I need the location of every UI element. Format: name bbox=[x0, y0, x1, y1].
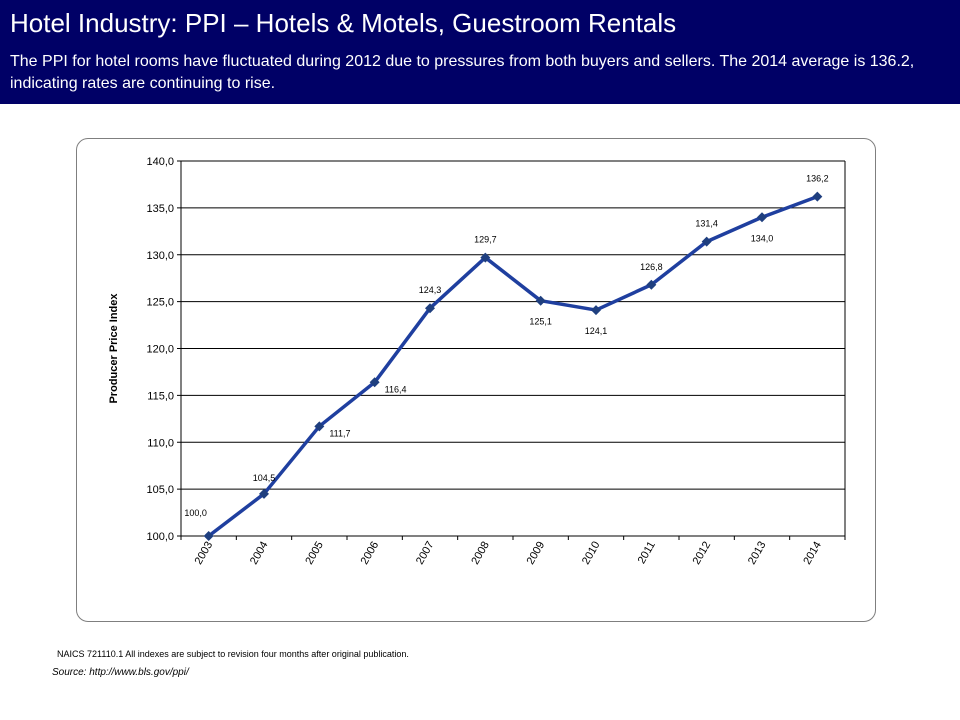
data-point-marker bbox=[591, 305, 601, 316]
data-point-marker bbox=[314, 421, 325, 432]
x-tick-label: 2008 bbox=[469, 540, 492, 567]
y-axis-label: Producer Price Index bbox=[108, 293, 120, 404]
data-label: 126,8 bbox=[640, 262, 663, 272]
y-tick-label: 115,0 bbox=[147, 390, 174, 402]
data-point-marker bbox=[480, 252, 491, 263]
data-point-marker bbox=[369, 377, 380, 388]
x-tick-label: 2004 bbox=[248, 540, 271, 567]
data-point-marker bbox=[701, 236, 712, 247]
y-tick-label: 105,0 bbox=[146, 484, 174, 496]
data-label: 111,7 bbox=[329, 428, 350, 438]
data-label: 125,1 bbox=[529, 317, 552, 327]
footnote: NAICS 721110.1 All indexes are subject t… bbox=[57, 649, 409, 659]
data-label: 116,4 bbox=[385, 384, 407, 394]
data-point-marker bbox=[812, 191, 823, 202]
x-tick-label: 2010 bbox=[580, 540, 603, 567]
series-line bbox=[207, 194, 818, 538]
data-point-marker bbox=[535, 295, 546, 306]
chart-frame bbox=[76, 138, 876, 622]
data-label: 104,5 bbox=[253, 473, 276, 483]
data-point-marker bbox=[259, 488, 269, 499]
x-tick-label: 2012 bbox=[691, 540, 714, 567]
x-tick-label: 2007 bbox=[414, 540, 437, 567]
y-tick-label: 110,0 bbox=[147, 437, 174, 449]
data-point-marker bbox=[757, 212, 767, 223]
x-tick-label: 2011 bbox=[636, 540, 658, 566]
data-label: 124,3 bbox=[419, 285, 442, 295]
y-tick-label: 135,0 bbox=[146, 203, 174, 215]
data-label: 136,2 bbox=[806, 174, 829, 184]
page-subtitle: The PPI for hotel rooms have fluctuated … bbox=[10, 53, 915, 92]
data-point-marker bbox=[646, 279, 657, 290]
data-label: 124,1 bbox=[585, 326, 608, 336]
x-tick-label: 2006 bbox=[359, 540, 382, 567]
y-tick-label: 120,0 bbox=[146, 344, 174, 356]
x-tick-label: 2013 bbox=[746, 540, 769, 567]
x-tick-label: 2009 bbox=[525, 540, 548, 567]
data-point-marker bbox=[203, 531, 214, 541]
page-title: Hotel Industry: PPI – Hotels & Motels, G… bbox=[10, 8, 677, 38]
y-tick-label: 130,0 bbox=[146, 250, 174, 262]
data-label: 131,4 bbox=[695, 219, 718, 229]
data-label: 129,7 bbox=[474, 235, 497, 245]
x-tick-label: 2003 bbox=[193, 540, 216, 567]
y-tick-label: 100,0 bbox=[146, 531, 174, 543]
y-tick-label: 140,0 bbox=[146, 156, 174, 168]
y-tick-label: 125,0 bbox=[146, 297, 174, 309]
x-tick-label: 2005 bbox=[303, 540, 326, 567]
data-label: 134,0 bbox=[751, 233, 774, 243]
x-tick-label: 2014 bbox=[801, 540, 824, 567]
data-label: 100,0 bbox=[184, 508, 207, 518]
header-banner: Hotel Industry: PPI – Hotels & Motels, G… bbox=[0, 0, 960, 104]
data-point-marker bbox=[425, 303, 435, 314]
source-citation: Source: http://www.bls.gov/ppi/ bbox=[52, 667, 189, 678]
